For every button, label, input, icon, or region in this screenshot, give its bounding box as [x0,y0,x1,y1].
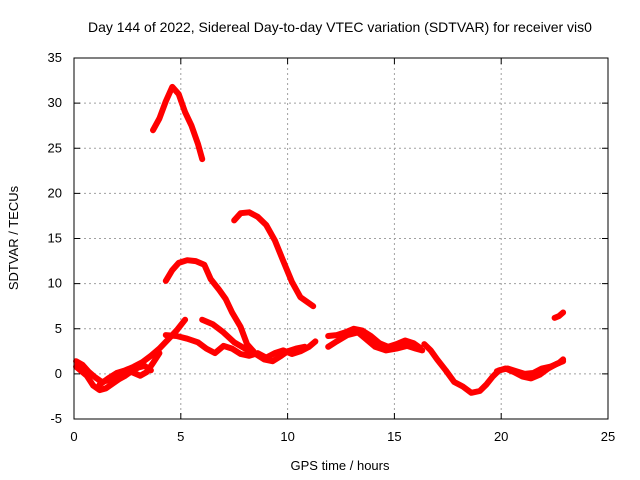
y-tick-label: 30 [48,95,62,110]
series-arc-midday-b [325,329,426,354]
series-arc-peak-32 [150,83,206,163]
x-tick-label: 5 [177,429,184,444]
y-tick-label: 5 [55,321,62,336]
series-arc-start-low [73,362,154,394]
y-tick-label: 35 [48,50,62,65]
x-tick-label: 15 [387,429,401,444]
x-tick-label: 10 [280,429,294,444]
x-tick-label: 25 [601,429,615,444]
y-tick-label: 0 [55,366,62,381]
chart-title: Day 144 of 2022, Sidereal Day-to-day VTE… [88,19,592,35]
series-arc-peak-18 [231,209,317,310]
x-tick-label: 0 [70,429,77,444]
series-arc-evening [493,358,567,382]
series-arc-descending [199,316,308,365]
y-tick-label: -5 [50,411,62,426]
series-arc-late [551,309,567,321]
series-arc-start-high [73,350,163,385]
data-series [73,83,567,396]
series-arc-peak-4 [162,332,319,361]
series-arc-midday [325,325,423,351]
y-tick-label: 15 [48,231,62,246]
plot-frame [73,57,609,420]
y-tick-label: 20 [48,185,62,200]
y-tick-label: 10 [48,276,62,291]
series-arc-afternoon [421,341,567,396]
x-axis-label: GPS time / hours [291,458,390,473]
x-tick-label: 20 [494,429,508,444]
series-arc-peak-12 [162,257,257,355]
y-tick-label: 25 [48,140,62,155]
y-axis-label: SDTVAR / TECUs [6,185,21,290]
